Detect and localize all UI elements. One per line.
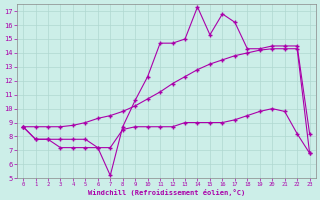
X-axis label: Windchill (Refroidissement éolien,°C): Windchill (Refroidissement éolien,°C) <box>88 189 245 196</box>
